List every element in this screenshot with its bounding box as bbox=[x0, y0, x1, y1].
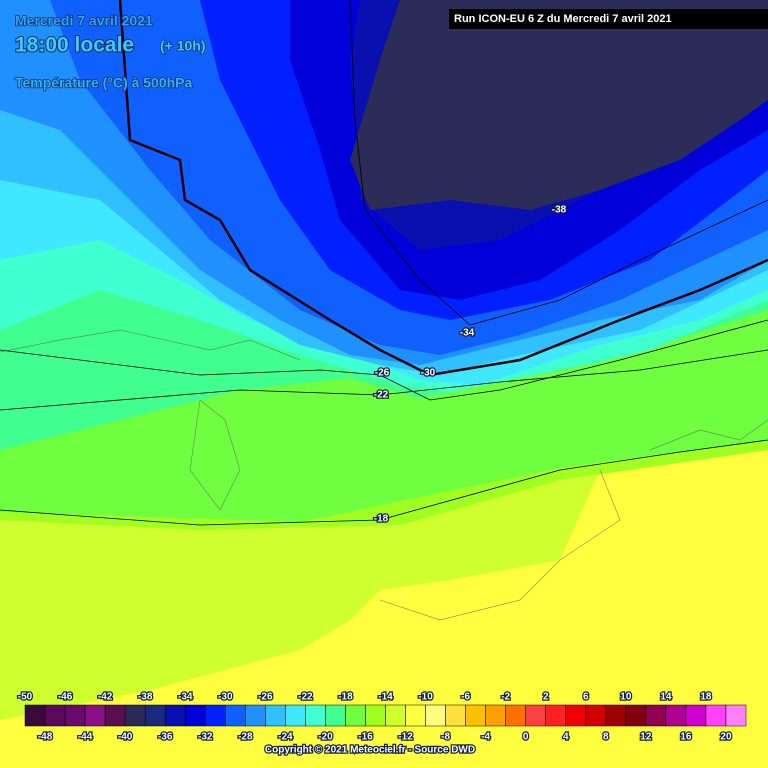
contour-line bbox=[118, 0, 768, 377]
color-box bbox=[605, 704, 627, 727]
color-box bbox=[205, 704, 226, 727]
colorbar-label: -8 bbox=[441, 732, 450, 743]
color-box bbox=[164, 704, 186, 727]
color-box bbox=[184, 704, 206, 727]
colorbar-label: -38 bbox=[138, 692, 153, 703]
colorbar-label: -26 bbox=[258, 692, 273, 703]
color-box bbox=[705, 704, 727, 727]
colorbar-label: -14 bbox=[378, 692, 393, 703]
date: Mercredi 7 avril 2021 bbox=[15, 13, 153, 29]
color-box bbox=[285, 704, 306, 727]
color-box bbox=[585, 704, 607, 727]
color-box bbox=[305, 704, 326, 727]
colorbar-label: -42 bbox=[98, 692, 113, 703]
color-box bbox=[225, 704, 246, 727]
coastlines bbox=[0, 329, 768, 621]
colorbar-label: 20 bbox=[720, 732, 732, 743]
colorbar-label: -16 bbox=[358, 732, 373, 743]
color-box bbox=[64, 704, 86, 727]
colorbar-label: -34 bbox=[178, 692, 193, 703]
color-box bbox=[325, 704, 346, 727]
colorbar-label: 6 bbox=[583, 692, 589, 703]
color-box bbox=[465, 704, 486, 727]
color-box bbox=[645, 704, 667, 727]
temperature-band bbox=[350, 0, 768, 210]
color-box bbox=[265, 704, 286, 727]
color-box bbox=[565, 704, 587, 727]
color-box bbox=[345, 704, 366, 727]
color-box bbox=[245, 704, 266, 727]
colorbar: -50 -46 -42 -38 -34 -30 -26 -22 -18 -14 -10 -6 -2 2 6 1… bbox=[17, 690, 747, 744]
colorbar-label: 14 bbox=[660, 692, 672, 703]
colorbar-label: -12 bbox=[398, 732, 413, 743]
colorbar-label: -32 bbox=[198, 732, 213, 743]
color-box bbox=[124, 704, 146, 727]
contour-label: -26 bbox=[375, 368, 390, 379]
color-box bbox=[104, 704, 126, 727]
colorbar-label: -48 bbox=[38, 732, 53, 743]
color-box bbox=[445, 704, 466, 727]
colorbar-label: -28 bbox=[238, 732, 253, 743]
color-box bbox=[405, 704, 426, 727]
colorbar-label: 2 bbox=[543, 692, 549, 703]
color-box bbox=[385, 704, 406, 727]
copyright: Copyright © 2021 Meteociel.fr - Source D… bbox=[265, 745, 475, 756]
color-box bbox=[665, 704, 687, 727]
color-box bbox=[485, 704, 506, 727]
colorbar-label: -22 bbox=[298, 692, 313, 703]
colorbar-label: -40 bbox=[118, 732, 133, 743]
offset: (+ 10h) bbox=[160, 38, 206, 54]
colorbar-label: 4 bbox=[563, 732, 569, 743]
colorbar-label: 0 bbox=[523, 732, 529, 743]
time: 18:00 locale bbox=[15, 34, 134, 57]
colorbar-label: -2 bbox=[501, 692, 510, 703]
color-box bbox=[24, 704, 46, 727]
temperature-bands bbox=[0, 0, 768, 720]
coastline bbox=[0, 329, 768, 621]
colorbar-label: -50 bbox=[18, 692, 33, 703]
colorbar-label: -46 bbox=[58, 692, 73, 703]
color-box bbox=[144, 704, 166, 727]
run-box bbox=[449, 9, 768, 29]
color-box bbox=[84, 704, 106, 727]
color-box bbox=[685, 704, 707, 727]
colorbar-label: 8 bbox=[603, 732, 609, 743]
colorbar-label: -36 bbox=[158, 732, 173, 743]
contour-label: -30 bbox=[421, 368, 436, 379]
contour-line bbox=[0, 439, 768, 526]
colorbar-label: -24 bbox=[278, 732, 293, 743]
colorbar-label: -6 bbox=[461, 692, 470, 703]
color-box bbox=[545, 704, 567, 727]
color-box bbox=[625, 704, 647, 727]
contour-labels: -38 -34 -30 -26 -22 -18 bbox=[373, 203, 568, 526]
colorbar-label: -30 bbox=[218, 692, 233, 703]
colorbar-label: -20 bbox=[318, 732, 333, 743]
color-box bbox=[425, 704, 446, 727]
contour-label: -38 bbox=[552, 205, 567, 216]
colorbar-label: -44 bbox=[78, 732, 93, 743]
color-box bbox=[44, 704, 66, 727]
field: Température (°C) à 500hPa bbox=[15, 75, 193, 91]
color-box bbox=[505, 704, 526, 727]
colorbar-label: 12 bbox=[640, 732, 652, 743]
colorbar-label: 18 bbox=[700, 692, 712, 703]
color-box bbox=[725, 704, 747, 727]
contours bbox=[0, 0, 768, 526]
contour-line bbox=[0, 319, 768, 401]
contour-label: -22 bbox=[374, 390, 389, 401]
contour-label: -18 bbox=[374, 514, 389, 525]
colorbar-label: -18 bbox=[338, 692, 353, 703]
color-box bbox=[525, 704, 546, 727]
colorbar-label: 10 bbox=[620, 692, 632, 703]
contour-line bbox=[0, 349, 768, 411]
colorbar-label: 16 bbox=[680, 732, 692, 743]
contour-label: -34 bbox=[460, 328, 475, 339]
color-box bbox=[365, 704, 386, 727]
contour-line bbox=[349, 0, 768, 326]
colorbar-label: -4 bbox=[481, 732, 490, 743]
colorbar-label: -10 bbox=[418, 692, 433, 703]
run: Run ICON-EU 6 Z du Mercredi 7 avril 2021 bbox=[454, 13, 672, 25]
